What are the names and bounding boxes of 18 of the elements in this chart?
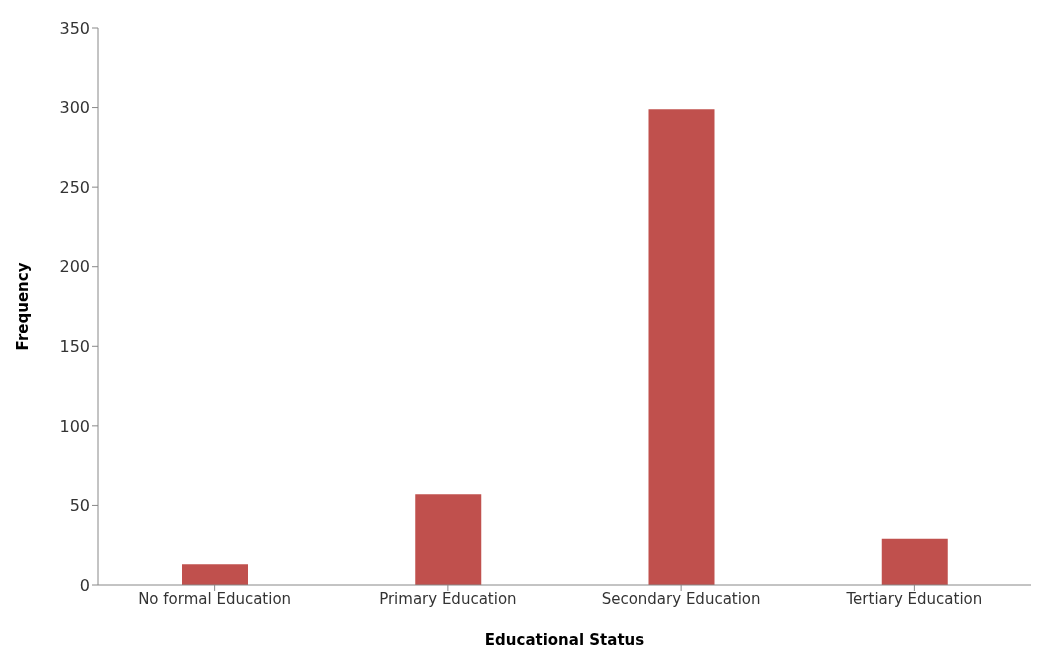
bar: [648, 109, 715, 585]
bar: [881, 538, 948, 585]
x-tick-label: Secondary Education: [601, 589, 761, 608]
y-tick-label: 200: [59, 257, 90, 277]
x-tick-label: Primary Education: [379, 589, 517, 608]
bar: [415, 494, 482, 585]
y-tick-label: 350: [59, 18, 90, 38]
y-tick-label: 150: [59, 336, 90, 356]
bar: [182, 564, 248, 585]
y-tick-label: 0: [79, 575, 90, 595]
y-axis-title: Frequency: [14, 262, 33, 351]
x-axis-title: Educational Status: [484, 631, 645, 649]
y-tick-label: 100: [59, 416, 90, 436]
y-tick-label: 300: [59, 98, 90, 118]
x-tick-label: No formal Education: [138, 589, 292, 608]
x-tick-label: Tertiary Education: [845, 589, 983, 608]
y-tick-label: 50: [69, 496, 90, 516]
y-tick-label: 250: [59, 177, 90, 197]
